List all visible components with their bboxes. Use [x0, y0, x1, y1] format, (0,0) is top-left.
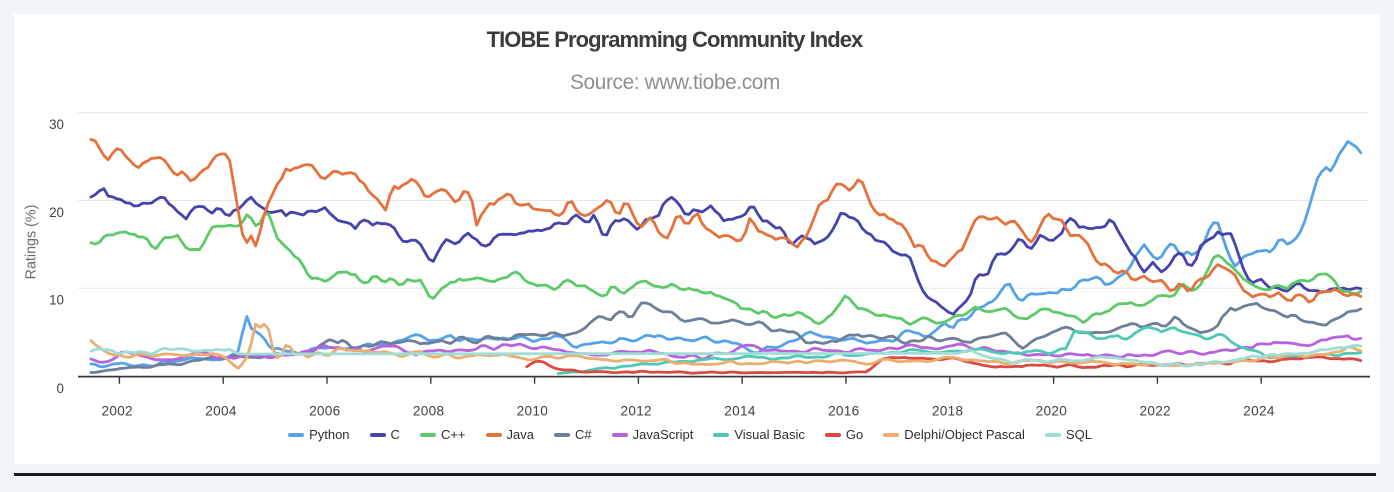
svg-text:2020: 2020 [1036, 404, 1068, 419]
svg-text:2002: 2002 [101, 404, 132, 419]
svg-text:2008: 2008 [413, 404, 444, 419]
svg-text:2014: 2014 [724, 404, 756, 419]
svg-text:30: 30 [49, 117, 64, 132]
svg-text:20: 20 [49, 205, 64, 220]
svg-text:2024: 2024 [1243, 404, 1275, 419]
svg-text:2012: 2012 [620, 404, 651, 419]
svg-text:10: 10 [49, 293, 64, 308]
svg-text:0: 0 [57, 381, 64, 396]
svg-text:2016: 2016 [828, 404, 859, 419]
svg-text:2004: 2004 [205, 404, 237, 419]
svg-text:Ratings (%): Ratings (%) [24, 205, 40, 280]
svg-text:2022: 2022 [1139, 404, 1170, 419]
svg-text:2006: 2006 [309, 404, 340, 419]
svg-text:2010: 2010 [517, 404, 549, 419]
svg-text:2018: 2018 [932, 404, 963, 419]
